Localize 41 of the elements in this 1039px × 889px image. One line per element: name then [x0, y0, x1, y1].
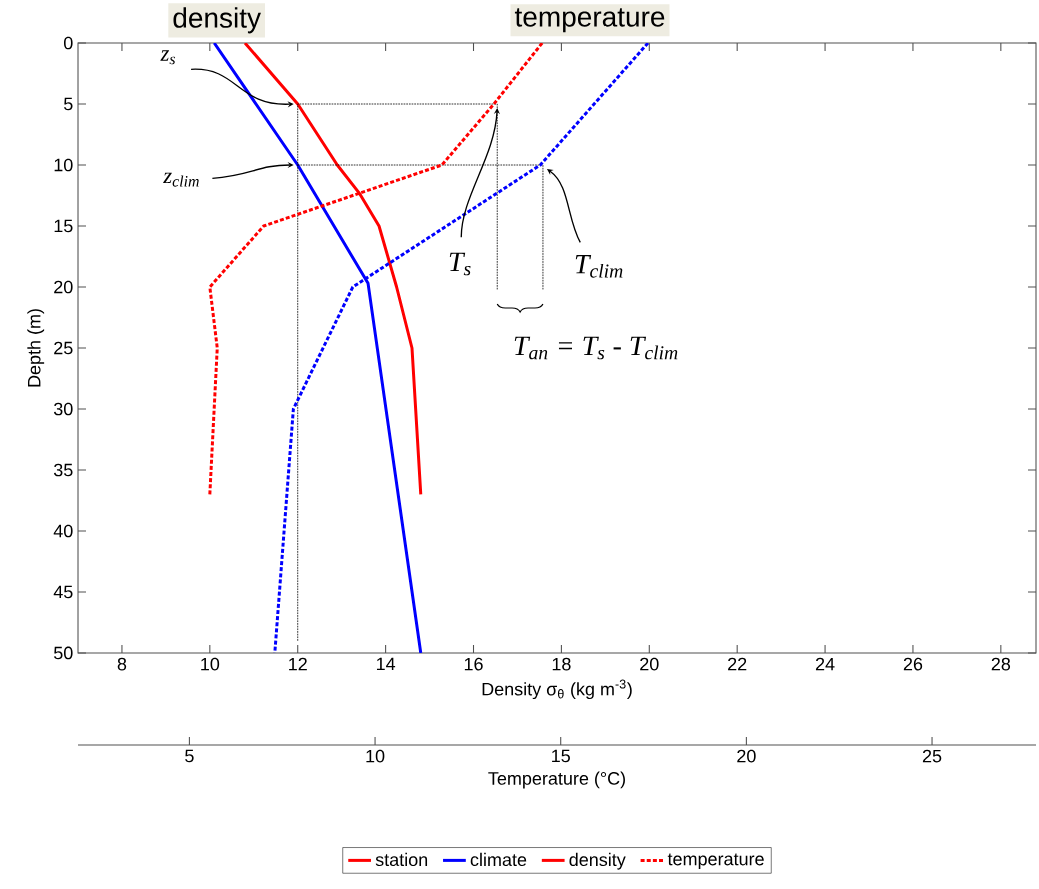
- y-tick-label: 0: [64, 36, 73, 50]
- x-tick-label: 26: [903, 657, 923, 671]
- annotation: T$_{clim}$: [575, 254, 623, 278]
- annotation: z$_{clim}$: [163, 172, 199, 187]
- y-tick-label: 10: [54, 158, 73, 172]
- legend-label: climate: [470, 852, 527, 867]
- x2-tick-label: 5: [185, 749, 194, 763]
- x2-tick-label: 20: [737, 749, 756, 763]
- x-tick-label: 20: [640, 657, 659, 671]
- y-tick-label: 15: [54, 219, 73, 233]
- x-tick-label: 28: [991, 657, 1011, 671]
- y-tick-label: 20: [54, 280, 73, 294]
- y-tick-label: 5: [64, 97, 73, 111]
- x2-axis-title: Temperature (°C): [488, 771, 625, 789]
- y-tick-label: 25: [54, 341, 73, 355]
- text: density: [569, 852, 626, 870]
- x-tick-label: 10: [201, 657, 220, 671]
- annotation: T$_{an}$ = T$_{s}$ - T$_{clim}$: [514, 336, 678, 360]
- y-tick-label: 50: [53, 646, 73, 660]
- annotation: T$_{s}$: [449, 252, 471, 276]
- x2-tick-label: 25: [922, 749, 942, 763]
- y-axis-title: Depth (m): [27, 309, 45, 387]
- x-tick-label: 24: [815, 657, 835, 671]
- x-axis-title: Density σ$_{θ}$ (kg m$^{-3}$): [482, 679, 632, 700]
- legend-label: station: [375, 852, 428, 867]
- x-tick-label: 14: [376, 657, 396, 671]
- x-tick-label: 16: [464, 657, 483, 671]
- x2-tick-label: 10: [366, 749, 385, 763]
- x2-tick-label: 15: [552, 749, 570, 763]
- x-tick-label: 12: [289, 657, 307, 671]
- y-tick-label: 35: [53, 463, 73, 477]
- y-tick-label: 30: [53, 402, 73, 416]
- annotation: z$_{s}$: [160, 50, 176, 65]
- text: density: [173, 7, 261, 34]
- y-tick-label: 40: [53, 524, 73, 538]
- x-tick-label: 22: [728, 657, 747, 671]
- x-tick-label: 8: [117, 657, 127, 671]
- x-tick-label: 18: [552, 657, 571, 671]
- y-tick-label: 45: [53, 585, 73, 599]
- text: temperature: [514, 8, 665, 33]
- legend-label: temperature: [667, 853, 764, 869]
